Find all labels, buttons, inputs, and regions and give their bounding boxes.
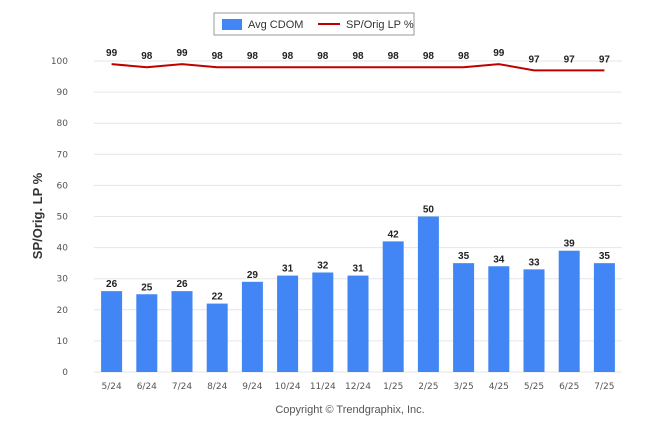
- line-value-label: 98: [423, 51, 435, 62]
- bar-labels: 26 25 26 22 29 31 32 31 42 50 35 34 33 39 35: [106, 205, 610, 303]
- bar-value-label: 50: [423, 205, 435, 216]
- bar-value-label: 33: [528, 257, 540, 268]
- line-value-label: 98: [141, 51, 153, 62]
- legend: Avg CDOM SP/Orig LP %: [213, 12, 415, 36]
- bar: [382, 241, 404, 372]
- y-tick-label: 10: [57, 337, 69, 347]
- y-axis-ticks: 0 10 20 30 40 50 60 70 80 90 100: [51, 57, 68, 378]
- x-tick-label: 5/24: [101, 382, 121, 392]
- line-value-label: 99: [176, 48, 188, 59]
- x-tick-label: 7/25: [594, 382, 614, 392]
- x-tick-label: 1/25: [383, 382, 403, 392]
- bar-value-label: 35: [599, 251, 611, 262]
- bar-value-label: 26: [106, 279, 118, 290]
- line-value-label: 98: [212, 51, 224, 62]
- bar-value-label: 31: [352, 264, 364, 275]
- bar: [453, 263, 475, 372]
- line-value-label: 98: [388, 51, 400, 62]
- bar-value-label: 31: [282, 264, 294, 275]
- line-value-label: 98: [247, 51, 259, 62]
- x-tick-label: 6/25: [559, 382, 579, 392]
- bar-value-label: 34: [493, 254, 505, 265]
- y-tick-label: 100: [51, 57, 68, 67]
- line-series: [111, 63, 605, 72]
- bar-value-label: 26: [176, 279, 188, 290]
- bar-value-label: 39: [564, 239, 576, 250]
- y-tick-label: 90: [57, 88, 69, 98]
- line-value-label: 97: [528, 54, 540, 65]
- bar-value-label: 29: [247, 270, 259, 281]
- bar: [171, 291, 193, 372]
- y-axis-title: SP/Orig. LP %: [30, 172, 45, 259]
- x-tick-label: 9/24: [242, 382, 262, 392]
- bar-value-label: 42: [388, 229, 400, 240]
- sp-orig-lp-line: [111, 63, 605, 72]
- x-tick-label: 7/24: [172, 382, 192, 392]
- bar: [593, 263, 615, 372]
- legend-bar-label: Avg CDOM: [248, 19, 303, 31]
- bar: [347, 275, 369, 372]
- x-tick-label: 6/24: [137, 382, 157, 392]
- bar: [101, 291, 123, 372]
- x-axis-ticks: 5/24 6/24 7/24 8/24 9/24 10/24 11/24 12/24 1/25 2…: [101, 382, 614, 392]
- x-tick-label: 10/24: [275, 382, 301, 392]
- bar: [312, 272, 334, 372]
- line-value-label: 97: [564, 54, 576, 65]
- y-tick-label: 40: [57, 244, 69, 254]
- bar: [558, 250, 580, 372]
- y-tick-label: 70: [57, 150, 69, 160]
- bar: [523, 269, 545, 372]
- line-value-label: 97: [599, 54, 611, 65]
- x-tick-label: 8/24: [207, 382, 227, 392]
- bar: [206, 303, 228, 372]
- line-value-label: 98: [282, 51, 294, 62]
- bar-value-label: 32: [317, 260, 329, 271]
- line-value-label: 98: [317, 51, 329, 62]
- line-value-label: 98: [352, 51, 364, 62]
- bars: [101, 216, 615, 372]
- bar: [488, 266, 510, 372]
- bar: [417, 216, 439, 372]
- x-tick-label: 12/24: [345, 382, 371, 392]
- bar: [241, 281, 263, 372]
- line-labels: 99 98 99 98 98 98 98 98 98 98 98 99 97 97 97: [106, 48, 610, 65]
- y-tick-label: 20: [57, 306, 69, 316]
- bar: [136, 294, 158, 372]
- x-tick-label: 4/25: [489, 382, 509, 392]
- legend-box: [213, 12, 415, 36]
- x-tick-label: 5/25: [524, 382, 544, 392]
- copyright: Copyright © Trendgraphix, Inc.: [275, 404, 424, 416]
- y-tick-label: 60: [57, 181, 69, 191]
- x-tick-label: 2/25: [418, 382, 438, 392]
- y-tick-label: 80: [57, 119, 69, 129]
- legend-bar-swatch: [222, 19, 242, 30]
- y-tick-label: 30: [57, 275, 69, 285]
- y-tick-label: 0: [62, 368, 68, 378]
- bar-value-label: 25: [141, 282, 153, 293]
- legend-line-label: SP/Orig LP %: [346, 19, 414, 31]
- x-tick-label: 3/25: [453, 382, 473, 392]
- x-tick-label: 11/24: [310, 382, 336, 392]
- line-value-label: 98: [458, 51, 470, 62]
- y-tick-label: 50: [57, 213, 69, 223]
- bar-value-label: 22: [212, 292, 224, 303]
- bar: [277, 275, 299, 372]
- bar-value-label: 35: [458, 251, 470, 262]
- line-value-label: 99: [493, 48, 505, 59]
- line-value-label: 99: [106, 48, 118, 59]
